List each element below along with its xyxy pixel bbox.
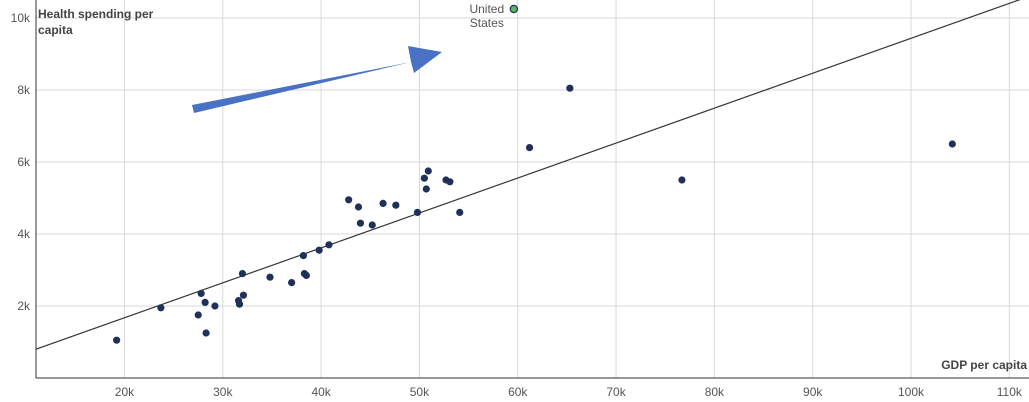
data-point	[315, 246, 323, 254]
x-tick-label: 80k	[705, 385, 725, 399]
trend-line-group	[35, 0, 1021, 350]
data-point	[420, 174, 428, 182]
data-point	[288, 279, 296, 287]
x-axis-title: GDP per capita	[941, 358, 1027, 372]
data-point	[238, 270, 247, 278]
highlighted-point	[509, 4, 519, 14]
data-point	[356, 219, 365, 227]
y-tick-label: 2k	[17, 299, 31, 313]
annotation-arrow	[192, 46, 442, 113]
data-points	[113, 84, 956, 344]
axes	[35, 0, 1029, 379]
data-point	[446, 178, 454, 186]
data-point	[948, 140, 956, 148]
gridlines	[36, 0, 1029, 378]
data-point	[302, 271, 310, 279]
trend-line	[35, 0, 1021, 350]
data-point	[525, 144, 534, 152]
data-point	[299, 252, 308, 260]
data-point	[197, 289, 205, 297]
data-point	[211, 302, 219, 310]
data-point	[157, 304, 165, 312]
data-point	[678, 176, 686, 184]
data-point	[392, 201, 400, 209]
data-point	[424, 167, 432, 175]
x-tick-label: 110k	[997, 385, 1023, 399]
x-tick-label: 100k	[898, 385, 925, 399]
x-tick-label: 40k	[311, 385, 331, 399]
y-tick-label: 10k	[11, 11, 31, 25]
y-tick-label: 6k	[17, 155, 31, 169]
y-axis-title-line-2: capita	[38, 23, 73, 37]
highlighted-point-label: States	[470, 16, 504, 30]
data-point	[194, 311, 202, 319]
tick-labels: 20k 30k 40k 50k 60k 70k 80k 90k 100k 110k 2k 4k 6k 8k…	[11, 11, 1023, 399]
data-point	[345, 196, 353, 204]
data-point	[325, 241, 333, 249]
data-point	[456, 208, 464, 216]
data-point	[235, 300, 244, 308]
data-point	[113, 336, 121, 344]
highlighted-point-label: United	[469, 2, 504, 16]
annotation-arrow-group	[192, 46, 442, 113]
data-point	[422, 185, 430, 193]
data-point	[368, 221, 376, 229]
data-point	[201, 298, 209, 306]
data-point	[379, 199, 387, 207]
data-point	[354, 203, 363, 211]
data-point	[266, 273, 274, 281]
x-tick-label: 90k	[803, 385, 823, 399]
data-point	[566, 84, 574, 92]
data-point	[202, 329, 210, 337]
data-point	[413, 208, 422, 216]
x-tick-label: 70k	[606, 385, 626, 399]
y-tick-label: 8k	[17, 83, 31, 97]
y-tick-label: 4k	[17, 227, 31, 241]
x-tick-label: 20k	[115, 385, 135, 399]
x-tick-label: 50k	[410, 385, 430, 399]
x-tick-label: 60k	[508, 385, 528, 399]
data-point	[239, 291, 248, 299]
x-tick-label: 30k	[213, 385, 233, 399]
y-axis-title-line-1: Health spending per	[38, 7, 154, 21]
